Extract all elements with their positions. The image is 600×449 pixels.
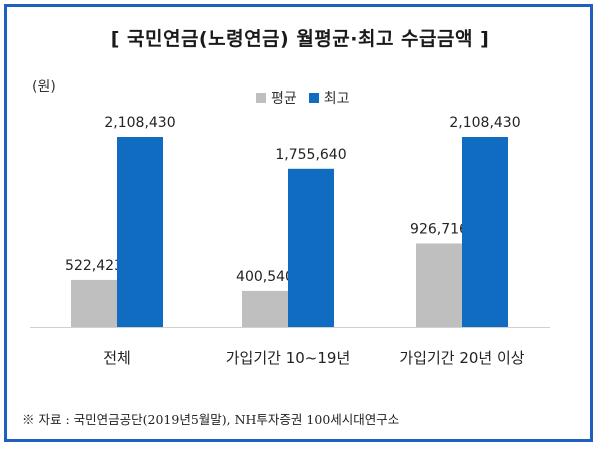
source-note: ※ 자료 : 국민연금공단(2019년5월말), NH투자증권 100세시대연구…: [22, 412, 400, 427]
category-label-1: 가입기간 10~19년: [226, 349, 351, 367]
data-label-average-1: 400,540: [236, 269, 294, 285]
category-label-2: 가입기간 20년 이상: [399, 349, 524, 367]
bar-max-2: [462, 137, 508, 327]
bar-average-1: [242, 290, 288, 327]
data-label-average-0: 522,423: [65, 258, 123, 274]
data-label-max-2: 2,108,430: [449, 115, 520, 131]
chart-title: [ 국민연금(노령연금) 월평균·최고 수급금액 ]: [110, 28, 490, 50]
unit-label: (원): [32, 79, 56, 95]
legend-swatch-average: [256, 93, 266, 103]
bar-max-1: [288, 168, 334, 327]
legend-label-max: 최고: [323, 91, 350, 107]
legend-label-average: 평균: [271, 91, 297, 107]
category-label-0: 전체: [103, 349, 131, 367]
data-label-max-0: 2,108,430: [104, 115, 175, 131]
bar-max-0: [117, 137, 163, 327]
bar-average-2: [416, 243, 462, 327]
legend-swatch-max: [308, 93, 319, 103]
legend-entry-max: 최고: [308, 88, 350, 108]
bar-average-0: [71, 279, 117, 327]
legend-entry-average: 평균: [256, 88, 297, 108]
data-label-max-1: 1,755,640: [275, 147, 346, 163]
legend: 평균 최고: [256, 88, 362, 108]
data-label-average-2: 926,716: [410, 221, 468, 237]
